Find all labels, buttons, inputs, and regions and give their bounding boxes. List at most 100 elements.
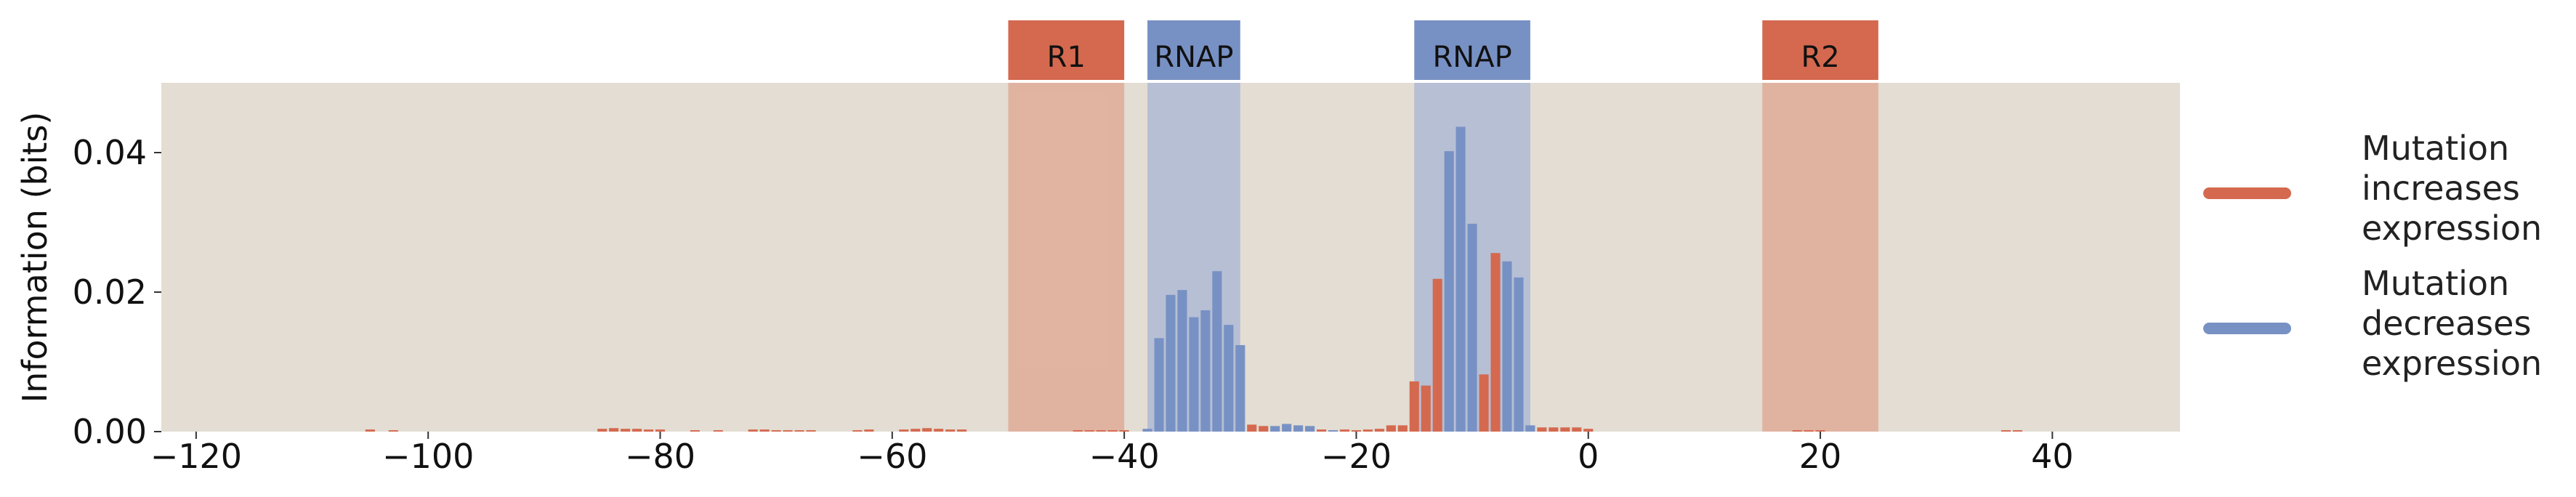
bar-increase bbox=[1119, 430, 1129, 432]
bar-increase bbox=[388, 430, 398, 432]
bar-decrease bbox=[1224, 325, 1234, 432]
bar-decrease bbox=[1177, 290, 1187, 432]
legend-label-decrease: decreases bbox=[2362, 304, 2531, 343]
bar-increase bbox=[794, 430, 804, 432]
y-tick-label: 0.00 bbox=[73, 412, 147, 451]
bar-decrease bbox=[1525, 425, 1535, 432]
bar-increase bbox=[1583, 429, 1594, 432]
bars-layer bbox=[365, 126, 2023, 432]
bar-decrease bbox=[1270, 426, 1280, 432]
y-tick-label: 0.04 bbox=[73, 133, 147, 172]
region-label-rnap: RNAP bbox=[1154, 41, 1233, 74]
bar-increase bbox=[1073, 430, 1083, 432]
bar-increase bbox=[1409, 381, 1419, 432]
bar-increase bbox=[899, 429, 909, 432]
bar-increase bbox=[1107, 430, 1118, 432]
y-axis-label: Information (bits) bbox=[15, 112, 54, 403]
x-tick-label: −80 bbox=[625, 437, 695, 476]
legend-label-increase: increases bbox=[2362, 169, 2520, 208]
bar-increase bbox=[1479, 374, 1489, 432]
bar-increase bbox=[748, 429, 758, 432]
bar-increase bbox=[1421, 385, 1431, 432]
bar-decrease bbox=[1235, 344, 1245, 432]
bar-increase bbox=[713, 430, 723, 432]
region-label-rnap: RNAP bbox=[1433, 41, 1512, 74]
bar-increase bbox=[1386, 425, 1396, 432]
region-label-r2: R2 bbox=[1801, 41, 1839, 74]
region-tag-r1 bbox=[1008, 20, 1125, 80]
bar-increase bbox=[806, 430, 816, 432]
bar-increase bbox=[1549, 427, 1559, 432]
bar-increase bbox=[621, 429, 631, 432]
bar-increase bbox=[2012, 430, 2023, 432]
x-tick-label: −40 bbox=[1089, 437, 1160, 476]
legend-label-decrease: Mutation bbox=[2362, 264, 2509, 303]
bar-increase bbox=[2000, 430, 2011, 432]
bar-decrease bbox=[1305, 426, 1315, 432]
x-tick-label: −100 bbox=[382, 437, 474, 476]
bar-increase bbox=[1362, 429, 1373, 432]
region-tag-r2 bbox=[1762, 20, 1878, 80]
bar-decrease bbox=[1200, 310, 1211, 432]
bar-increase bbox=[1096, 430, 1106, 432]
bar-increase bbox=[609, 428, 619, 432]
bar-increase bbox=[771, 430, 781, 432]
bar-increase bbox=[655, 429, 666, 432]
bar-increase bbox=[1792, 430, 1802, 432]
bar-increase bbox=[365, 429, 375, 432]
region-shade-r2 bbox=[1762, 83, 1878, 432]
x-tick-label: 40 bbox=[2031, 437, 2074, 476]
bar-increase bbox=[945, 429, 956, 432]
region-tag-rnap bbox=[1414, 20, 1530, 80]
bar-increase bbox=[690, 430, 700, 432]
bar-increase bbox=[644, 429, 654, 432]
bar-increase bbox=[597, 429, 607, 432]
bar-increase bbox=[1432, 278, 1442, 432]
y-tick-label: 0.02 bbox=[73, 272, 147, 312]
bar-increase bbox=[934, 429, 944, 432]
bar-increase bbox=[1317, 429, 1327, 432]
bar-increase bbox=[922, 428, 932, 432]
region-label-r1: R1 bbox=[1047, 41, 1086, 74]
bar-decrease bbox=[1166, 294, 1176, 432]
bar-increase bbox=[1804, 430, 1814, 432]
bar-increase bbox=[1247, 424, 1257, 432]
bar-decrease bbox=[1502, 261, 1512, 432]
x-tick-label: −20 bbox=[1321, 437, 1392, 476]
bar-increase bbox=[911, 429, 921, 432]
legend: MutationincreasesexpressionMutationdecre… bbox=[2203, 129, 2542, 383]
x-tick-label: 20 bbox=[1799, 437, 1842, 476]
bar-decrease bbox=[1142, 429, 1152, 432]
bar-increase bbox=[957, 429, 967, 432]
bar-decrease bbox=[1293, 425, 1304, 432]
bar-increase bbox=[852, 430, 863, 432]
bar-increase bbox=[1351, 430, 1361, 432]
bar-increase bbox=[1560, 427, 1570, 432]
bar-decrease bbox=[1455, 126, 1466, 432]
bar-increase bbox=[632, 429, 642, 432]
legend-label-increase: expression bbox=[2362, 209, 2542, 248]
region-tag-rnap bbox=[1147, 20, 1240, 80]
bar-decrease bbox=[1154, 338, 1164, 432]
bar-increase bbox=[1259, 426, 1269, 432]
bar-increase bbox=[864, 429, 874, 432]
bar-increase bbox=[1339, 429, 1350, 432]
bar-increase bbox=[1397, 425, 1408, 432]
bar-increase bbox=[1490, 253, 1501, 432]
bar-decrease bbox=[1328, 430, 1339, 432]
bar-increase bbox=[1815, 430, 1825, 432]
legend-label-decrease: expression bbox=[2362, 344, 2542, 383]
bar-increase bbox=[783, 430, 793, 432]
bar-decrease bbox=[1189, 317, 1199, 432]
legend-label-increase: Mutation bbox=[2362, 129, 2509, 168]
bar-increase bbox=[1084, 430, 1094, 432]
bar-decrease bbox=[1282, 424, 1292, 432]
bar-decrease bbox=[1212, 271, 1222, 432]
bar-increase bbox=[1537, 427, 1547, 432]
bar-increase bbox=[1572, 427, 1582, 432]
axes-layer: −120 −100 −80 −60 −40 −20 0 20 40 0.00 0.02 0.04 bbox=[73, 133, 2074, 476]
bar-decrease bbox=[1467, 223, 1477, 432]
bar-decrease bbox=[1444, 151, 1454, 432]
bar-decrease bbox=[1514, 277, 1524, 432]
